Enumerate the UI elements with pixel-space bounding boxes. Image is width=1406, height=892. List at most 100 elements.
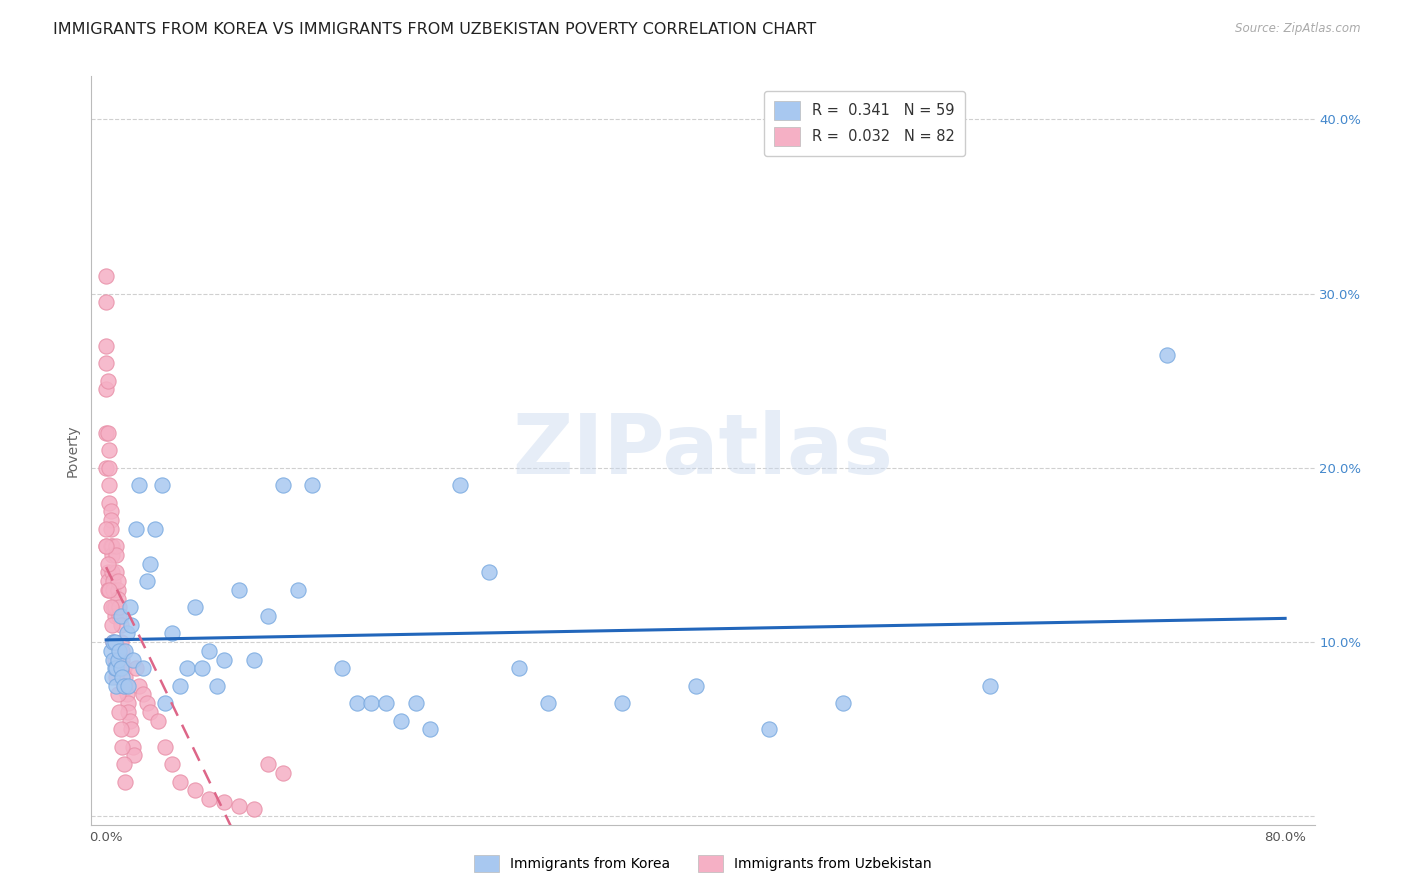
Text: ZIPatlas: ZIPatlas <box>513 410 893 491</box>
Legend: Immigrants from Korea, Immigrants from Uzbekistan: Immigrants from Korea, Immigrants from U… <box>468 849 938 878</box>
Point <box>330 661 353 675</box>
Point <box>115 687 138 701</box>
Point <box>449 478 471 492</box>
Point <box>301 478 323 492</box>
Point <box>94 269 117 284</box>
Point <box>169 679 191 693</box>
Point <box>100 539 122 553</box>
Point <box>228 582 250 597</box>
Point <box>98 478 121 492</box>
Point <box>108 600 131 615</box>
Point <box>101 670 124 684</box>
Point <box>121 652 143 666</box>
Point <box>110 617 132 632</box>
Point <box>112 679 135 693</box>
Point <box>198 792 221 806</box>
Point <box>94 539 117 553</box>
Point <box>162 626 184 640</box>
Point <box>478 566 501 580</box>
Point <box>139 557 162 571</box>
Point <box>419 723 441 737</box>
Point <box>242 652 264 666</box>
Point <box>146 714 169 728</box>
Point <box>121 739 143 754</box>
Point <box>104 652 127 666</box>
Point <box>257 757 280 772</box>
Point <box>117 705 139 719</box>
Point <box>139 705 162 719</box>
Point <box>132 661 155 675</box>
Point <box>176 661 198 675</box>
Point <box>94 522 117 536</box>
Point <box>143 522 166 536</box>
Point <box>97 425 120 440</box>
Point <box>111 644 134 658</box>
Point <box>107 582 129 597</box>
Point <box>610 696 633 710</box>
Point <box>136 574 159 589</box>
Point <box>107 591 129 606</box>
Point <box>117 679 139 693</box>
Point <box>120 617 142 632</box>
Point <box>118 714 141 728</box>
Point <box>111 670 134 684</box>
Point <box>100 522 122 536</box>
Point <box>758 723 780 737</box>
Point <box>389 714 412 728</box>
Point <box>104 661 127 675</box>
Point <box>100 644 122 658</box>
Point <box>111 652 134 666</box>
Point <box>105 566 128 580</box>
Point <box>153 696 176 710</box>
Point <box>103 635 125 649</box>
Point <box>108 644 131 658</box>
Point <box>685 679 707 693</box>
Point <box>205 679 228 693</box>
Text: Source: ZipAtlas.com: Source: ZipAtlas.com <box>1236 22 1361 36</box>
Point <box>191 661 214 675</box>
Point <box>94 383 117 397</box>
Point <box>103 582 125 597</box>
Point <box>114 774 136 789</box>
Point <box>108 609 131 624</box>
Point <box>105 539 128 553</box>
Legend: R =  0.341   N = 59, R =  0.032   N = 82: R = 0.341 N = 59, R = 0.032 N = 82 <box>763 91 965 156</box>
Point <box>101 617 124 632</box>
Point <box>271 478 294 492</box>
Point <box>115 626 138 640</box>
Point <box>105 661 128 675</box>
Point <box>103 652 125 666</box>
Point <box>97 574 120 589</box>
Point <box>360 696 382 710</box>
Point <box>97 374 120 388</box>
Point <box>242 802 264 816</box>
Point <box>110 661 132 675</box>
Point <box>212 652 235 666</box>
Point <box>122 748 145 763</box>
Point <box>128 478 150 492</box>
Point <box>169 774 191 789</box>
Point <box>150 478 173 492</box>
Point <box>98 461 121 475</box>
Point <box>508 661 530 675</box>
Point <box>104 609 127 624</box>
Point <box>98 443 121 458</box>
Point <box>124 522 146 536</box>
Point <box>98 582 121 597</box>
Point <box>257 609 280 624</box>
Point <box>271 765 294 780</box>
Point <box>114 679 136 693</box>
Point <box>105 679 128 693</box>
Point <box>183 600 205 615</box>
Point <box>94 461 117 475</box>
Point <box>120 723 142 737</box>
Point <box>100 504 122 518</box>
Point <box>198 644 221 658</box>
Point <box>346 696 368 710</box>
Point <box>111 739 134 754</box>
Point <box>110 635 132 649</box>
Y-axis label: Poverty: Poverty <box>66 425 80 476</box>
Point <box>97 557 120 571</box>
Point <box>832 696 855 710</box>
Point <box>118 600 141 615</box>
